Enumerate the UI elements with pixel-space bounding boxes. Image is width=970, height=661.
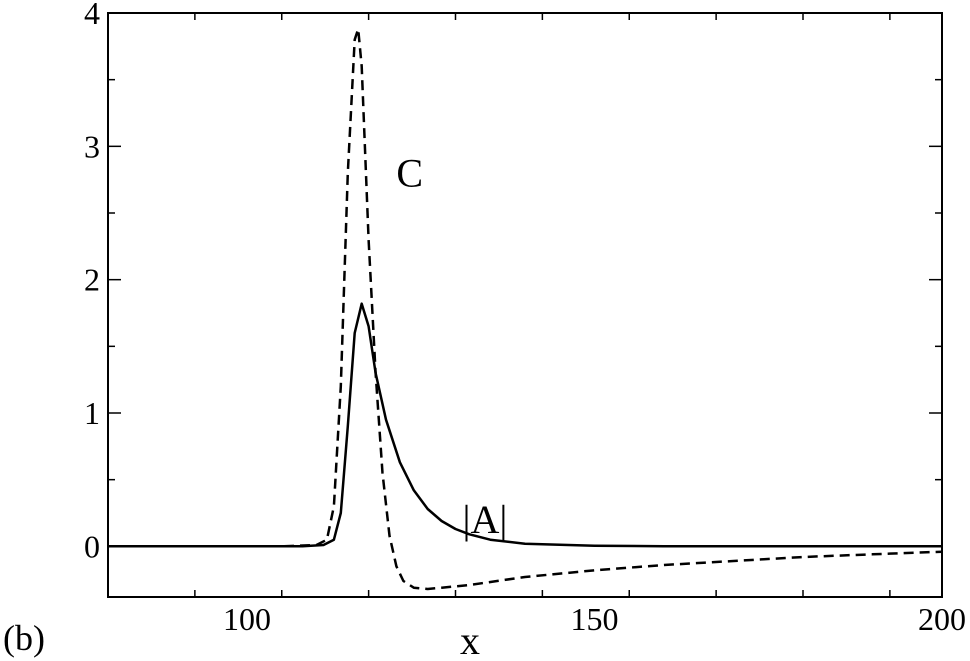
plot-frame: [107, 12, 943, 598]
y-tick-label: 4: [84, 0, 100, 31]
x-axis-label: x: [460, 618, 480, 661]
panel-label: (b): [3, 618, 45, 658]
series-layer: [108, 27, 943, 591]
x-tick-label: 200: [918, 601, 966, 637]
annotation-layer: C |A|: [396, 150, 507, 542]
x-tick-label: 150: [571, 601, 619, 637]
y-tick-labels: 0 1 2 3 4: [84, 0, 100, 564]
x-tick-labels: 100 150 200: [223, 601, 966, 637]
y-tick-label: 2: [84, 262, 100, 298]
tick-layer: [107, 12, 942, 597]
x-tick-label: 100: [223, 601, 271, 637]
series-line: [108, 27, 943, 591]
y-tick-label: 3: [84, 128, 100, 164]
series-line: [108, 302, 942, 548]
y-tick-label: 1: [84, 395, 100, 431]
series-annotation: C: [396, 150, 423, 195]
series-annotation: |A|: [462, 497, 507, 542]
y-tick-label: 0: [84, 528, 100, 564]
